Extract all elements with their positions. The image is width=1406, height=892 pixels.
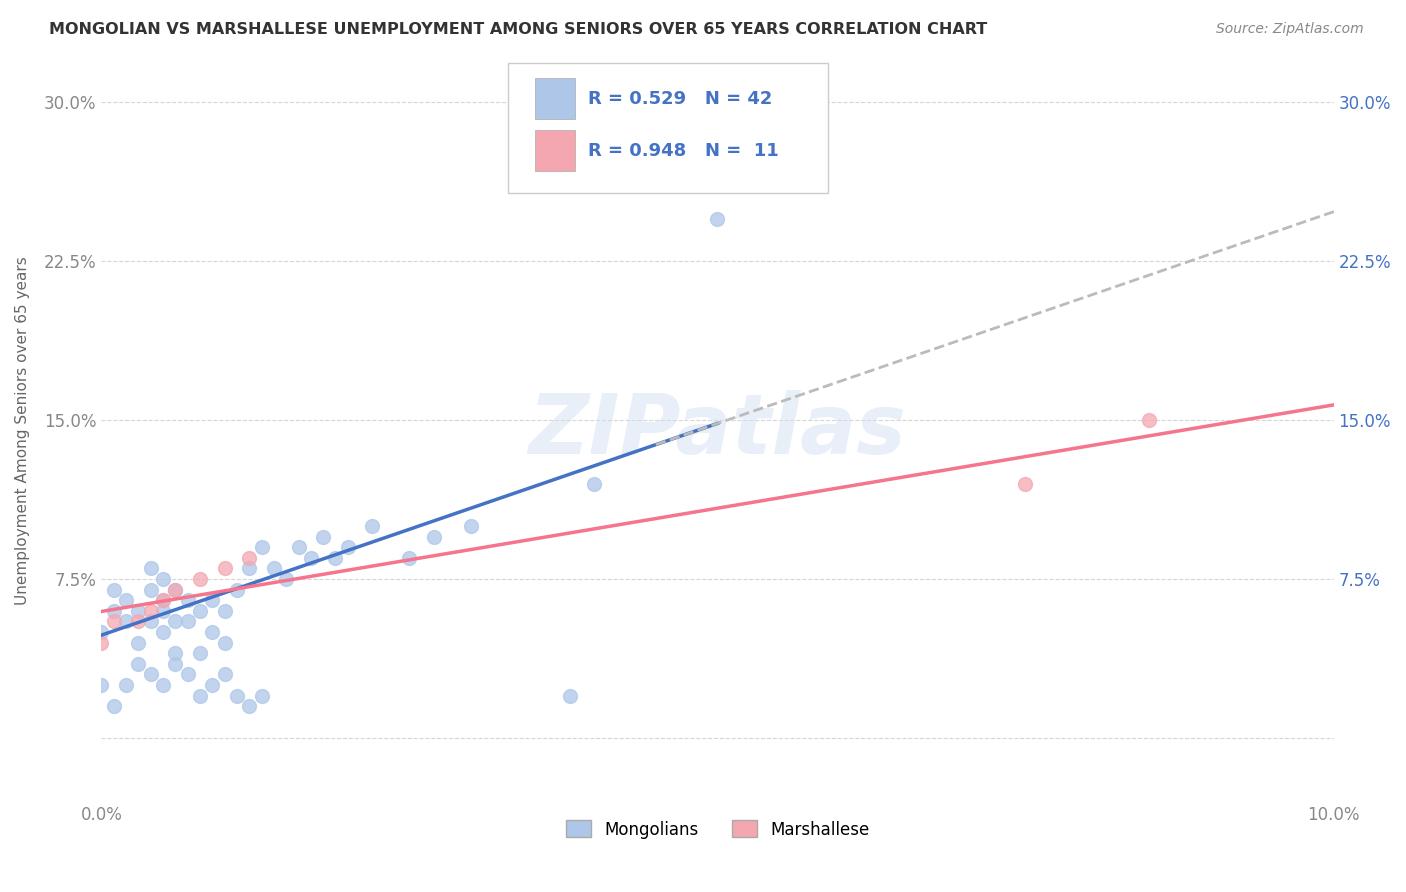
Point (312, 530, 335, 544)
Point (250, 540, 273, 554)
Point (214, 561, 236, 575)
Text: MONGOLIAN VS MARSHALLESE UNEMPLOYMENT AMONG SENIORS OVER 65 YEARS CORRELATION CH: MONGOLIAN VS MARSHALLESE UNEMPLOYMENT AM… (49, 22, 987, 37)
Point (188, 572, 211, 586)
Point (90, 678, 112, 692)
FancyBboxPatch shape (536, 130, 575, 171)
Point (139, 667, 162, 681)
Point (299, 550, 322, 565)
Point (225, 582, 247, 597)
Point (152, 604, 174, 618)
Point (558, 689, 581, 703)
Point (214, 635, 236, 649)
Point (238, 550, 260, 565)
Point (127, 635, 149, 649)
Point (152, 678, 174, 692)
Point (398, 550, 420, 565)
Point (90, 635, 112, 649)
Point (201, 593, 224, 607)
Point (115, 593, 138, 607)
Point (250, 689, 273, 703)
Point (152, 593, 174, 607)
Point (238, 699, 260, 714)
Point (139, 582, 162, 597)
Point (176, 593, 198, 607)
Y-axis label: Unemployment Among Seniors over 65 years: Unemployment Among Seniors over 65 years (15, 256, 30, 605)
Point (103, 615, 125, 629)
Point (165, 657, 187, 671)
Point (460, 519, 482, 533)
Point (583, 476, 606, 491)
FancyBboxPatch shape (536, 78, 575, 119)
Point (165, 582, 187, 597)
Point (103, 699, 125, 714)
Text: Source: ZipAtlas.com: Source: ZipAtlas.com (1216, 22, 1364, 37)
Point (336, 540, 359, 554)
Point (152, 593, 174, 607)
Point (127, 657, 149, 671)
Point (127, 604, 149, 618)
Legend: Mongolians, Marshallese: Mongolians, Marshallese (560, 814, 876, 846)
FancyBboxPatch shape (508, 63, 828, 194)
Text: R = 0.529   N = 42: R = 0.529 N = 42 (588, 90, 772, 108)
Point (325, 550, 347, 565)
Point (152, 624, 174, 639)
Point (165, 646, 187, 660)
Point (706, 211, 728, 226)
Point (263, 561, 285, 575)
Point (165, 615, 187, 629)
Point (287, 540, 309, 554)
Point (176, 615, 198, 629)
Point (238, 561, 260, 575)
Point (201, 678, 224, 692)
Text: ZIPatlas: ZIPatlas (529, 390, 907, 471)
Point (214, 667, 236, 681)
Point (188, 646, 211, 660)
Point (115, 678, 138, 692)
Point (139, 615, 162, 629)
Point (115, 615, 138, 629)
Text: R = 0.948   N =  11: R = 0.948 N = 11 (588, 142, 779, 160)
Point (165, 582, 187, 597)
Point (361, 519, 384, 533)
Point (103, 582, 125, 597)
Point (152, 572, 174, 586)
Point (139, 561, 162, 575)
Point (139, 604, 162, 618)
Point (276, 572, 298, 586)
Point (188, 604, 211, 618)
Point (90, 624, 112, 639)
Point (1137, 413, 1160, 427)
Point (225, 689, 247, 703)
Point (176, 667, 198, 681)
Point (1014, 476, 1036, 491)
Point (214, 604, 236, 618)
Point (127, 615, 149, 629)
Point (423, 530, 446, 544)
Point (201, 624, 224, 639)
Point (103, 604, 125, 618)
Point (188, 689, 211, 703)
